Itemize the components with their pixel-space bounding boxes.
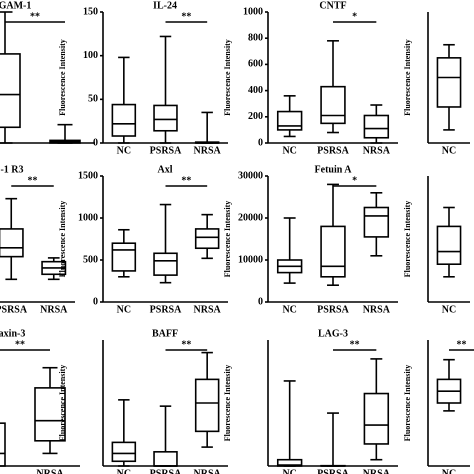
- x-tick-label: NRSA: [194, 304, 222, 315]
- y-axis-label: Fluorescence Intensity: [403, 365, 412, 442]
- x-tick-label: PSRSA: [150, 145, 182, 156]
- x-tick-label: PSRSA: [150, 468, 182, 474]
- box: [111, 242, 137, 272]
- x-tick-label: PSRSA: [0, 304, 28, 315]
- x-tick-label: NC: [117, 468, 131, 474]
- x-tick-label: NRSA: [363, 468, 391, 474]
- panel-title: BAFF: [152, 328, 178, 339]
- y-axis-label: Fluorescence Intensity: [223, 365, 232, 442]
- y-tick-label: 20000: [238, 212, 263, 223]
- x-tick-label: NC: [117, 145, 131, 156]
- y-tick-label: 1500: [78, 170, 98, 181]
- y-tick-label: 600: [248, 59, 263, 70]
- significance-label: **: [457, 339, 467, 350]
- x-tick-label: PSRSA: [150, 304, 182, 315]
- y-tick-label: 0: [258, 137, 263, 148]
- box: [363, 206, 390, 238]
- panel-title: IL-24: [153, 0, 177, 11]
- y-tick-label: 0: [93, 137, 98, 148]
- x-tick-label: PSRSA: [317, 145, 349, 156]
- panel-title: GAM-1: [0, 0, 31, 11]
- y-axis-label: Fluorescence Intensity: [58, 39, 67, 116]
- y-tick-label: 0: [93, 296, 98, 307]
- y-tick-label: 100: [83, 50, 98, 61]
- box: [194, 228, 220, 250]
- x-tick-label: NC: [442, 304, 456, 315]
- panel-title: LAG-3: [318, 328, 348, 339]
- box: [0, 228, 24, 258]
- y-axis-label: Fluorescence Intensity: [223, 39, 232, 116]
- x-tick-label: NRSA: [194, 145, 222, 156]
- y-tick-label: 50: [88, 94, 98, 105]
- box: [153, 252, 178, 276]
- x-tick-label: NC: [282, 304, 296, 315]
- box: [276, 458, 303, 467]
- x-tick-label: NRSA: [194, 468, 222, 474]
- significance-label: **: [28, 175, 38, 186]
- y-axis-label: Fluorescence Intensity: [58, 201, 67, 278]
- panel-title: Axl: [158, 164, 173, 175]
- panel-title: -1 R3: [0, 164, 23, 175]
- y-tick-label: 150: [83, 6, 98, 17]
- x-tick-label: NC: [282, 468, 296, 474]
- x-tick-label: PSRSA: [317, 304, 349, 315]
- y-tick-label: 1000: [78, 212, 98, 223]
- y-axis-label: Fluorescence Intensity: [58, 365, 67, 442]
- significance-label: **: [181, 175, 191, 186]
- y-tick-label: 10000: [238, 254, 263, 265]
- significance-label: **: [30, 11, 40, 22]
- box: [153, 104, 178, 132]
- x-tick-label: NRSA: [36, 468, 64, 474]
- box: [153, 451, 178, 467]
- significance-label: **: [181, 11, 191, 22]
- box: [436, 57, 462, 108]
- y-tick-label: 30000: [238, 170, 263, 181]
- x-tick-label: NC: [442, 145, 456, 156]
- x-tick-label: NC: [282, 145, 296, 156]
- y-tick-label: 1000: [243, 6, 263, 17]
- panel-title: axin-3: [0, 328, 25, 339]
- box: [320, 85, 346, 125]
- box: [276, 110, 303, 131]
- y-tick-label: 800: [248, 32, 263, 43]
- box: [363, 114, 390, 139]
- y-axis-label: Fluorescence Intensity: [403, 39, 412, 116]
- y-tick-label: 200: [248, 111, 263, 122]
- significance-label: *: [352, 11, 357, 22]
- panel-title: CNTF: [319, 0, 346, 11]
- box: [34, 387, 66, 442]
- y-tick-label: 500: [83, 254, 98, 265]
- box: [436, 225, 462, 265]
- box: [111, 441, 137, 463]
- panel-title: Fetuin A: [315, 164, 353, 175]
- significance-label: **: [350, 339, 360, 350]
- box: [320, 225, 346, 278]
- box: [0, 53, 21, 129]
- y-axis-label: Fluorescence Intensity: [403, 201, 412, 278]
- x-tick-label: NC: [117, 304, 131, 315]
- significance-label: *: [352, 175, 357, 186]
- x-tick-label: PSRSA: [317, 468, 349, 474]
- x-tick-label: NRSA: [363, 145, 391, 156]
- box: [363, 392, 390, 445]
- x-tick-label: NRSA: [363, 304, 391, 315]
- significance-label: **: [15, 339, 25, 350]
- box: [111, 103, 137, 137]
- x-tick-label: NC: [442, 468, 456, 474]
- box: [194, 378, 220, 433]
- y-tick-label: 400: [248, 85, 263, 96]
- box: [0, 422, 6, 467]
- x-tick-label: NRSA: [40, 304, 68, 315]
- significance-label: **: [181, 339, 191, 350]
- y-tick-label: 0: [258, 296, 263, 307]
- y-axis-label: Fluorescence Intensity: [223, 201, 232, 278]
